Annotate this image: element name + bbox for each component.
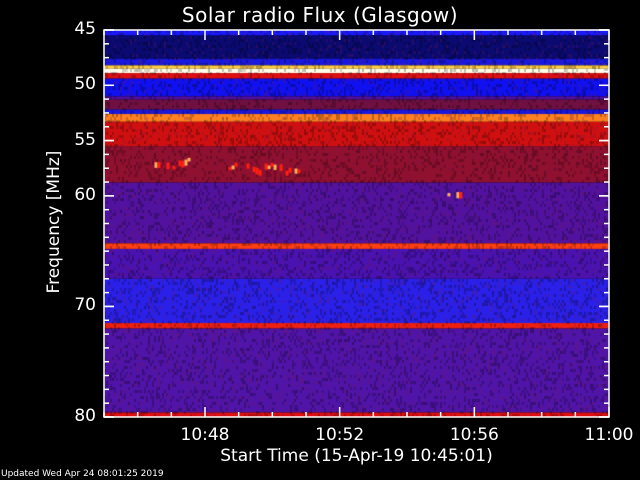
x-tick-label: 10:56 — [449, 425, 499, 445]
y-tick-label: 55 — [74, 129, 96, 150]
plot-frame — [103, 29, 610, 418]
spectrogram-heatmap — [104, 30, 609, 417]
x-axis-label: Start Time (15-Apr-19 10:45:01) — [220, 446, 493, 466]
chart-title: Solar radio Flux (Glasgow) — [181, 3, 459, 27]
updated-timestamp: Updated Wed Apr 24 08:01:25 2019 — [1, 469, 164, 479]
y-axis-label: Frequency [MHz] — [44, 150, 64, 294]
x-tick-label: 10:52 — [315, 425, 365, 445]
y-tick-label: 60 — [74, 184, 96, 205]
y-tick-label: 80 — [74, 406, 96, 426]
y-tick-label: 45 — [74, 19, 96, 39]
x-tick-label: 10:48 — [180, 425, 230, 445]
x-tick-label: 11:00 — [584, 425, 634, 445]
y-tick-label: 50 — [74, 74, 96, 95]
y-tick-label: 70 — [74, 295, 96, 316]
